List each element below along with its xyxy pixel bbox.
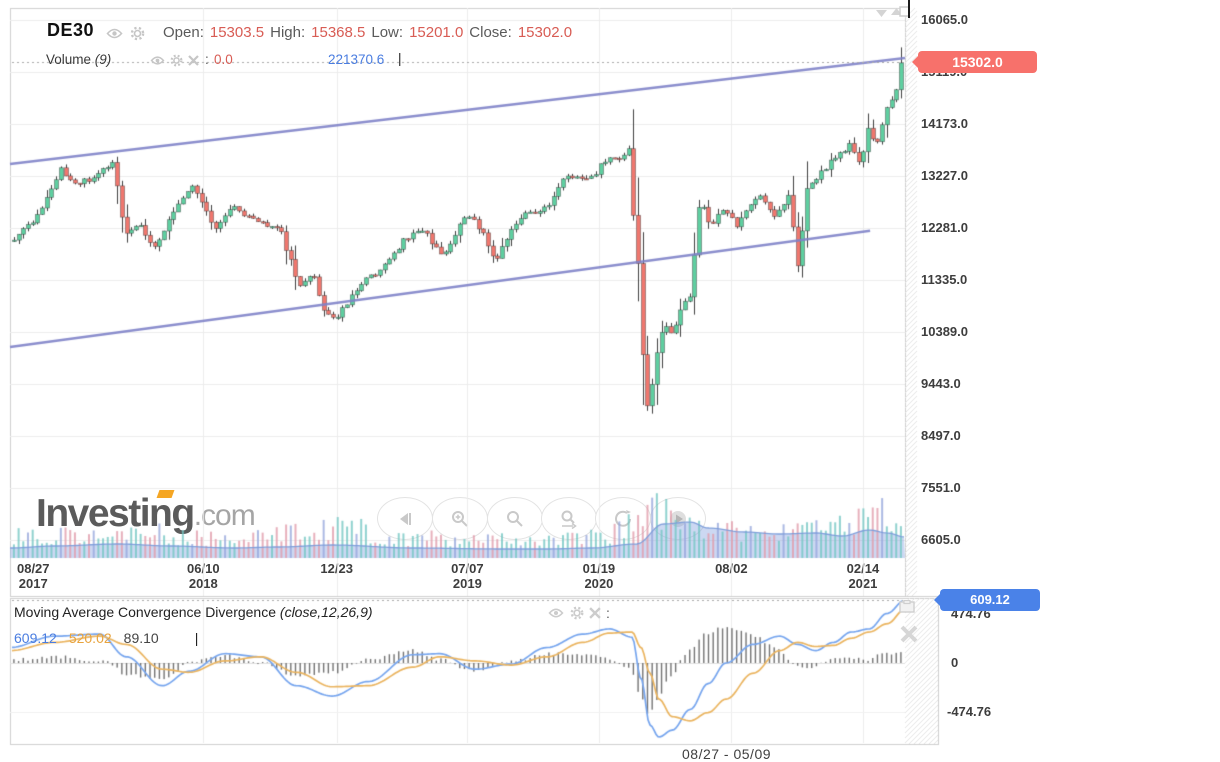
macd-cursor: |	[194, 630, 199, 646]
macd-eye-icon[interactable]	[548, 607, 564, 619]
volume-indicator-label: Volume (9)	[46, 52, 112, 67]
open-label: Open:	[163, 24, 204, 41]
close-value: 15302.0	[517, 24, 573, 41]
volume-cursor: |	[398, 51, 402, 66]
volume-separator: :	[205, 52, 209, 67]
macd-separator: :	[606, 605, 610, 621]
visible-range-label: 08/27 - 05/09	[682, 746, 772, 762]
eye-icon[interactable]	[106, 27, 123, 40]
macd-indicator-title: Moving Average Convergence Divergence (c…	[14, 604, 373, 620]
macd-gear-icon[interactable]	[570, 606, 584, 620]
close-label: Close:	[469, 24, 512, 41]
macd-params: (close,12,26,9)	[279, 604, 373, 620]
macd-close-icon[interactable]	[589, 607, 601, 619]
scrollbar-thumb[interactable]	[908, 0, 910, 18]
last-price-badge: 15302.0	[912, 50, 1037, 73]
collapse-down-icon[interactable]	[876, 10, 887, 17]
symbol-title: DE30	[47, 20, 95, 40]
volume-up-value: 221370.6	[328, 52, 385, 67]
macd-hist-value: 89.10	[123, 630, 159, 646]
volume-eye-icon[interactable]	[150, 55, 165, 66]
macd-remove-icon[interactable]	[899, 624, 919, 644]
gear-icon[interactable]	[130, 26, 145, 41]
macd-low-tick: -474.76	[947, 704, 992, 719]
macd-zero-tick: 0	[951, 655, 959, 670]
macd-maximize-icon[interactable]	[899, 599, 915, 613]
macd-value-badge: 609.12	[934, 589, 1040, 612]
macd-values-readout: 609.12 520.02 89.10 |	[14, 630, 198, 646]
volume-down-value: 0.0	[214, 52, 233, 67]
low-label: Low:	[371, 24, 404, 41]
macd-line-value: 609.12	[14, 630, 57, 646]
high-value: 15368.5	[311, 24, 366, 41]
ohlc-readout: Open: 15303.5 High: 15368.5 Low: 15201.0…	[163, 24, 572, 41]
macd-signal-value: 520.02	[68, 630, 112, 646]
price-chart-canvas[interactable]	[0, 0, 1050, 760]
volume-gear-icon[interactable]	[170, 54, 183, 67]
open-value: 15303.5	[209, 24, 265, 41]
high-label: High:	[270, 24, 306, 41]
low-value: 15201.0	[409, 24, 464, 41]
volume-period: (9)	[94, 52, 112, 67]
volume-close-icon[interactable]	[188, 55, 199, 66]
